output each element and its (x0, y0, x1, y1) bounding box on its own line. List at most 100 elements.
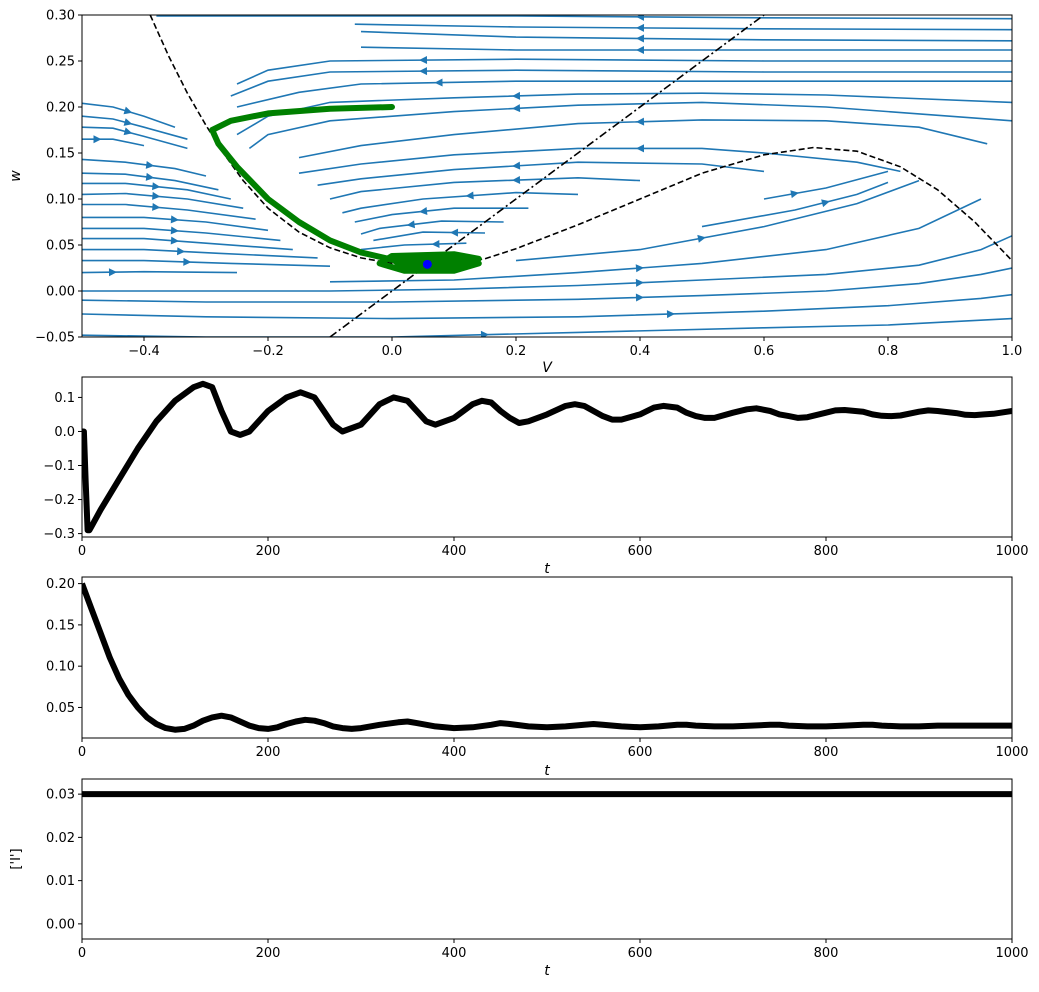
y-tick-label: −0.05 (35, 331, 75, 346)
streamline (354, 23, 1012, 31)
streamline-arrow (145, 160, 155, 169)
streamline (230, 69, 1012, 97)
streamline-arrow (123, 118, 133, 126)
streamline-arrow (108, 268, 117, 277)
streamline-arrow (480, 330, 489, 337)
streamline-arrow (419, 56, 428, 65)
x-tick-label: 800 (814, 544, 839, 559)
x-tick-label: 600 (628, 745, 653, 760)
y-tick-label: 0.05 (46, 239, 75, 254)
plot-area (82, 582, 1012, 733)
streamline (236, 92, 1012, 136)
y-tick-label: 0.15 (46, 147, 75, 162)
x-axis-label: V (542, 360, 553, 376)
x-tick-label: 400 (442, 946, 467, 961)
x-tick-label: 600 (628, 544, 653, 559)
y-tick-label: 0.0 (54, 425, 75, 440)
x-tick-label: 800 (814, 946, 839, 961)
streamline-arrow (152, 191, 161, 200)
x-axis-label: t (544, 963, 550, 979)
streamline-arrow (636, 144, 644, 153)
y-tick-label: −0.2 (43, 493, 75, 508)
x-tick-label: 200 (256, 946, 281, 961)
y-tick-label: 0.02 (46, 831, 75, 846)
streamline (360, 30, 1012, 42)
x-tick-label: 600 (628, 946, 653, 961)
series-line (82, 582, 1012, 733)
axes-frame (81, 576, 1013, 739)
streamline-arrow (406, 220, 416, 229)
streamline-arrow (465, 191, 474, 200)
streamline-arrow (183, 257, 192, 266)
x-tick-label: −0.2 (252, 344, 284, 359)
streamline (360, 242, 467, 251)
streamline-arrow (636, 15, 645, 21)
phase-portrait-panel: −0.4 −0.2 0.0 0.2 0.4 0.6 0.8 1.0 −0.05 0.00 0.05 0… (8, 9, 1022, 377)
streamline-arrow (170, 215, 179, 224)
streamline-arrow (431, 239, 440, 248)
streamline-arrow (170, 236, 179, 245)
plot-area (82, 380, 1012, 534)
y-tick-label: 0.05 (46, 701, 75, 716)
streamline-arrow (152, 182, 161, 191)
v-nullcline-dashed (149, 15, 1012, 267)
w-nullcline-dashdot (329, 15, 765, 337)
streamline-arrow (450, 228, 459, 237)
x-tick-label: 0 (78, 946, 86, 961)
x-axis-label: t (544, 561, 550, 577)
streamline (156, 15, 1012, 20)
y-tick-label: 0.10 (46, 660, 75, 675)
y-tick-label: 0.25 (46, 55, 75, 70)
x-axis-label: t (544, 763, 550, 779)
streamline (515, 179, 920, 262)
trajectory (209, 104, 482, 274)
streamline-arrow (419, 67, 428, 76)
streamline-arrow (821, 199, 830, 208)
x-tick-label: 0.0 (382, 344, 403, 359)
y-tick-label: 0.30 (46, 9, 75, 24)
streamline-arrow (434, 78, 443, 87)
x-tick-label: −0.4 (128, 344, 160, 359)
streamline (354, 207, 529, 223)
streamline-arrow (123, 127, 133, 136)
streamline (82, 237, 293, 251)
streamline (329, 176, 641, 200)
plot-area (82, 15, 1012, 337)
streamline (342, 191, 579, 214)
x-tick-label: 1000 (995, 745, 1028, 760)
streamline (82, 267, 1012, 303)
streamline (763, 170, 889, 200)
streamline (360, 46, 1012, 51)
streamline-arrow (512, 161, 521, 170)
x-tick-label: 0.8 (878, 344, 899, 359)
streamline (373, 231, 486, 242)
y-tick-label: −0.3 (43, 527, 75, 542)
y-tick-label: 0.01 (46, 874, 75, 889)
x-tick-label: 0.2 (506, 344, 527, 359)
y-tick-label: 0.03 (46, 788, 75, 803)
streamline (82, 317, 1012, 337)
streamline-arrow (152, 202, 161, 211)
streamline-arrow (635, 293, 644, 302)
streamline-arrow (635, 278, 644, 287)
streamline (298, 147, 901, 174)
y-tick-label: 0.1 (54, 391, 75, 406)
axes-frame (81, 14, 1013, 338)
streamline-arrow (419, 207, 428, 215)
streamline-arrow (636, 45, 644, 54)
x-tick-label: 1.0 (1002, 344, 1023, 359)
streamline-arrow (512, 91, 521, 100)
streamline-arrow (666, 310, 675, 319)
streamline-arrow (145, 172, 155, 181)
streamline-arrow (512, 104, 521, 113)
axes-frame (81, 376, 1013, 538)
x-tick-label: 400 (442, 544, 467, 559)
streamline-arrow (93, 135, 102, 144)
y-axis-label: ['I'] (9, 848, 24, 869)
streamline-arrow (177, 247, 186, 256)
streamline-arrow (636, 34, 645, 43)
streamline-arrow (635, 264, 644, 273)
streamline (82, 293, 1012, 320)
v-time-series-panel: 0 200 400 600 800 1000 −0.3 −0.2 −0.1 0.0 0.1 t (43, 376, 1029, 577)
